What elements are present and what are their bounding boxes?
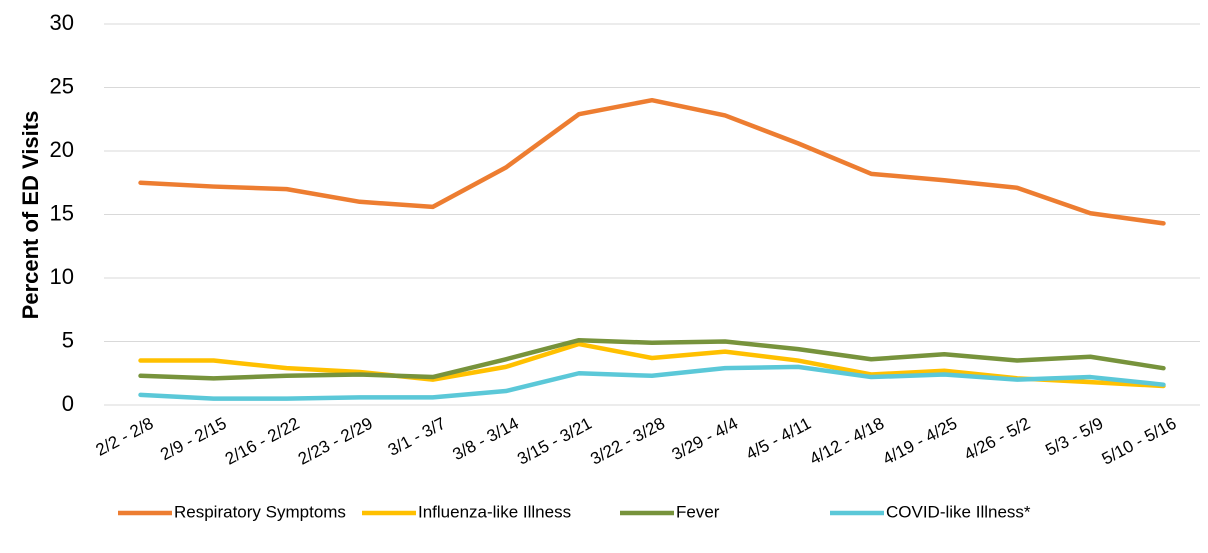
x-tick-label: 4/26 - 5/2 xyxy=(961,414,1033,464)
x-tick-label: 5/3 - 5/9 xyxy=(1042,414,1106,460)
x-tick-label: 3/15 - 3/21 xyxy=(514,414,595,469)
x-tick-label: 4/19 - 4/25 xyxy=(880,414,961,469)
x-tick-label: 4/12 - 4/18 xyxy=(806,414,887,469)
y-tick-label: 5 xyxy=(62,327,74,352)
x-tick-label: 2/2 - 2/8 xyxy=(93,414,157,460)
x-tick-label: 2/9 - 2/15 xyxy=(157,414,229,464)
x-tick-label: 5/10 - 5/16 xyxy=(1099,414,1180,469)
series-line xyxy=(138,337,1166,381)
x-tick-label: 3/29 - 4/4 xyxy=(669,414,741,464)
y-tick-label: 20 xyxy=(50,137,74,162)
y-tick-label: 15 xyxy=(50,200,74,225)
x-tick-label: 2/16 - 2/22 xyxy=(222,414,303,469)
y-axis-title: Percent of ED Visits xyxy=(18,111,43,320)
y-tick-label: 0 xyxy=(62,391,74,416)
legend-label: Influenza-like Illness xyxy=(418,502,571,521)
x-tick-label: 4/5 - 4/11 xyxy=(743,414,814,464)
legend-label: Respiratory Symptoms xyxy=(174,502,346,521)
x-tick-label: 3/1 - 3/7 xyxy=(385,414,449,460)
y-tick-label: 30 xyxy=(50,10,74,35)
series-line xyxy=(138,97,1166,226)
legend-label: COVID-like Illness* xyxy=(886,502,1031,521)
x-tick-label: 2/23 - 2/29 xyxy=(295,414,376,469)
series-line xyxy=(138,364,1166,401)
x-tick-label: 3/8 - 3/14 xyxy=(450,414,522,464)
legend-label: Fever xyxy=(676,502,720,521)
y-tick-label: 25 xyxy=(50,73,74,98)
y-tick-label: 10 xyxy=(50,264,74,289)
x-tick-label: 3/22 - 3/28 xyxy=(587,414,668,469)
